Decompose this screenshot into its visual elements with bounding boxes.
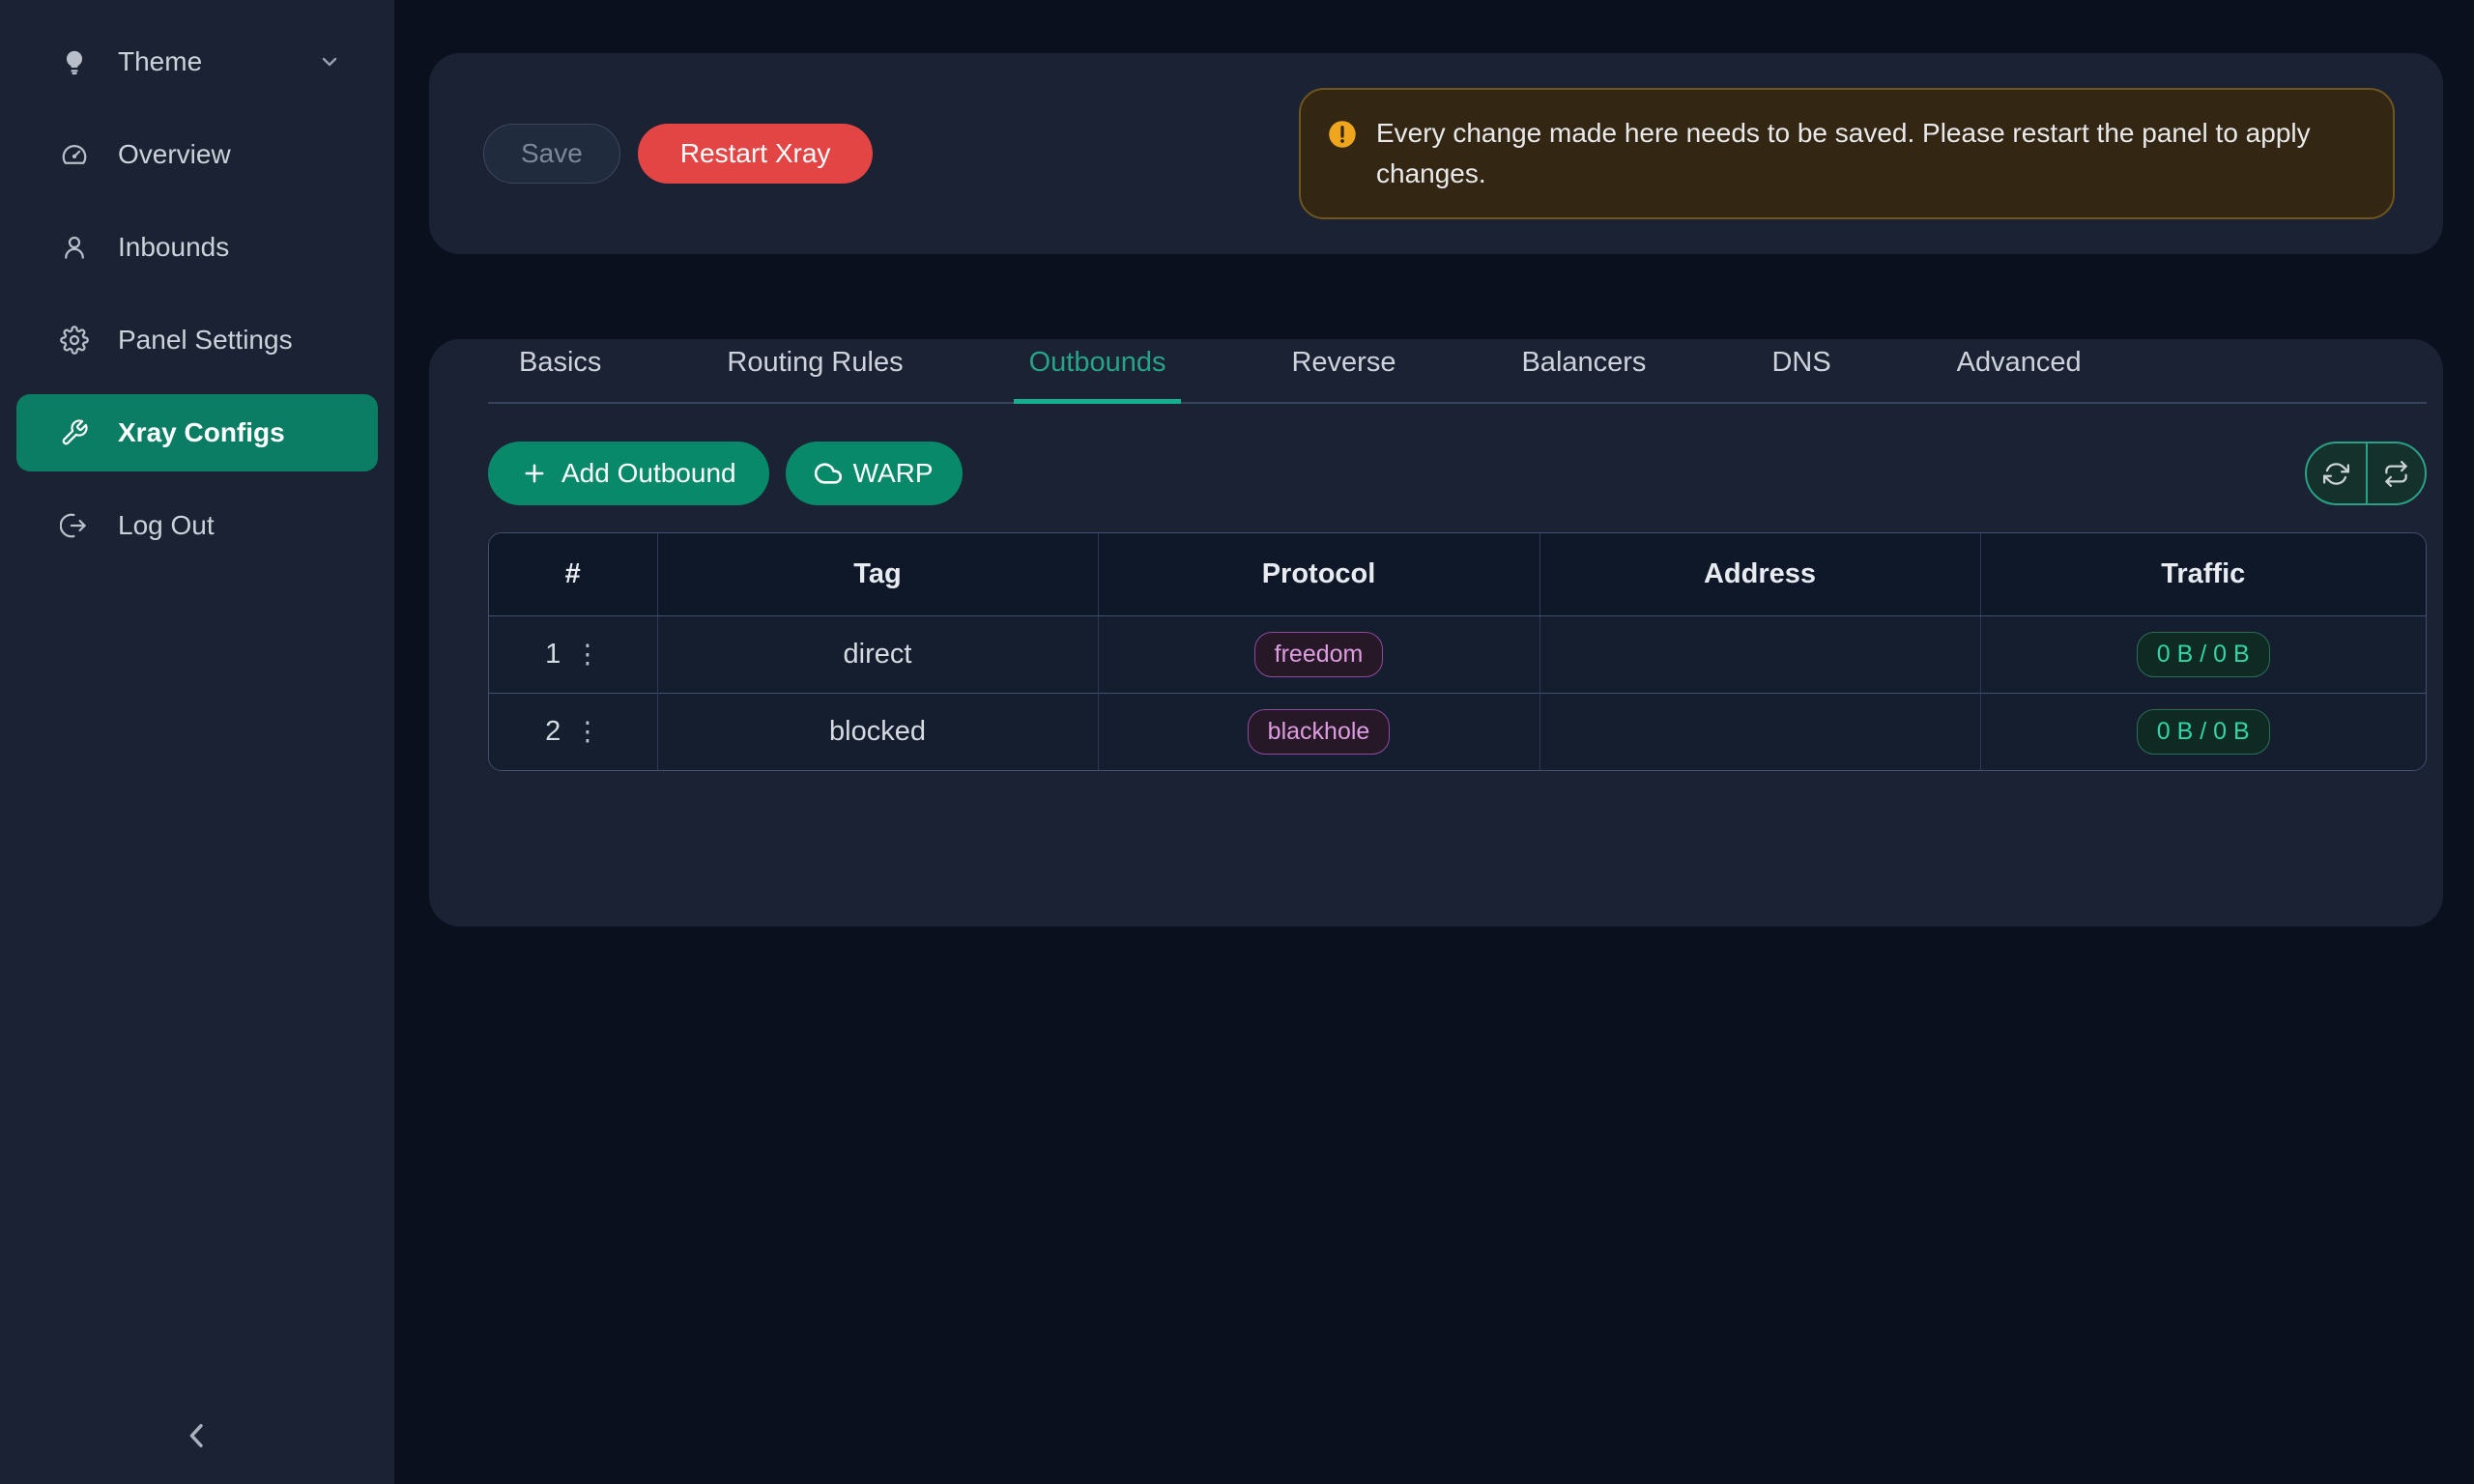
- repeat-icon: [2385, 460, 2407, 487]
- header-address: Address: [1539, 533, 1981, 616]
- gear-icon: [60, 326, 89, 355]
- traffic-badge: 0 B / 0 B: [2136, 708, 2270, 755]
- chevron-down-icon: [318, 50, 341, 73]
- plus-icon: [525, 464, 544, 483]
- tag-cell: direct: [657, 615, 1099, 693]
- tab-balancers[interactable]: Balancers: [1521, 347, 1647, 378]
- cloud-icon: [814, 463, 842, 484]
- row-number: 2: [545, 715, 561, 747]
- header-protocol: Protocol: [1098, 533, 1540, 616]
- row-menu-icon[interactable]: ⋮: [574, 716, 601, 746]
- tab-dns[interactable]: DNS: [1771, 347, 1831, 378]
- refresh-button-group: [2305, 442, 2427, 505]
- sidebar-item-inbounds[interactable]: Inbounds: [0, 209, 394, 286]
- sidebar-item-panel-settings[interactable]: Panel Settings: [0, 301, 394, 379]
- row-menu-icon[interactable]: ⋮: [574, 639, 601, 669]
- sidebar-item-overview[interactable]: Overview: [0, 116, 394, 193]
- user-icon: [60, 233, 89, 262]
- table-row: 1 ⋮ direct freedom 0 B / 0 B: [489, 615, 2426, 693]
- logout-icon: [60, 511, 89, 540]
- outbounds-toolbar: Add Outbound WARP: [488, 442, 2427, 505]
- xray-config-card: Basics Routing Rules Outbounds Reverse B…: [429, 339, 2443, 927]
- table-header-row: # Tag Protocol Address Traffic: [489, 533, 2426, 616]
- sidebar-collapse-button[interactable]: [0, 1417, 394, 1459]
- table-row: 2 ⋮ blocked blackhole 0 B / 0 B: [489, 692, 2426, 770]
- tab-reverse[interactable]: Reverse: [1291, 347, 1396, 378]
- save-button[interactable]: Save: [483, 124, 620, 184]
- sidebar-item-logout[interactable]: Log Out: [0, 487, 394, 564]
- restart-xray-button[interactable]: Restart Xray: [637, 124, 874, 184]
- address-cell: [1539, 692, 1981, 770]
- refresh-icon: [2323, 462, 2349, 485]
- chevron-left-icon: [179, 1417, 216, 1459]
- sidebar-item-label: Theme: [118, 46, 203, 76]
- header-tag: Tag: [657, 533, 1099, 616]
- protocol-badge: blackhole: [1247, 708, 1391, 755]
- refresh-button[interactable]: [2307, 443, 2366, 503]
- config-tabs: Basics Routing Rules Outbounds Reverse B…: [488, 339, 2427, 404]
- outbounds-table: # Tag Protocol Address Traffic 1 ⋮: [488, 532, 2427, 771]
- repeat-button[interactable]: [2366, 443, 2425, 503]
- save-restart-card: Save Restart Xray Every change made here…: [429, 53, 2443, 254]
- address-cell: [1539, 615, 1981, 693]
- sidebar-item-label: Panel Settings: [118, 325, 293, 355]
- tag-cell: blocked: [657, 692, 1099, 770]
- warning-icon: [1328, 120, 1357, 149]
- warp-button[interactable]: WARP: [785, 442, 963, 505]
- sidebar: Theme Overview Inbounds Panel Settings X…: [0, 0, 394, 1484]
- add-outbound-label: Add Outbound: [561, 458, 736, 488]
- add-outbound-button[interactable]: Add Outbound: [488, 442, 769, 505]
- tab-routing-rules[interactable]: Routing Rules: [727, 347, 904, 378]
- sidebar-item-label: Overview: [118, 139, 231, 169]
- main-content: Save Restart Xray Every change made here…: [394, 0, 2474, 1484]
- traffic-badge: 0 B / 0 B: [2136, 631, 2270, 677]
- restart-warning-alert: Every change made here needs to be saved…: [1299, 88, 2395, 219]
- header-traffic: Traffic: [1980, 533, 2426, 616]
- sidebar-item-label: Inbounds: [118, 232, 230, 262]
- tab-basics[interactable]: Basics: [519, 347, 602, 378]
- sidebar-item-label: Log Out: [118, 510, 215, 540]
- wrench-icon: [60, 418, 89, 447]
- row-number: 1: [545, 638, 561, 670]
- alert-text: Every change made here needs to be saved…: [1376, 118, 2311, 188]
- tab-advanced[interactable]: Advanced: [1956, 347, 2082, 378]
- tab-outbounds[interactable]: Outbounds: [1013, 339, 1182, 404]
- lightbulb-icon: [60, 47, 89, 76]
- sidebar-item-theme[interactable]: Theme: [0, 23, 394, 100]
- warp-label: WARP: [852, 458, 934, 488]
- sidebar-item-label: Xray Configs: [118, 417, 285, 447]
- sidebar-item-xray-configs[interactable]: Xray Configs: [16, 394, 378, 471]
- gauge-icon: [60, 140, 89, 169]
- header-num: #: [489, 533, 658, 616]
- protocol-badge: freedom: [1253, 631, 1384, 677]
